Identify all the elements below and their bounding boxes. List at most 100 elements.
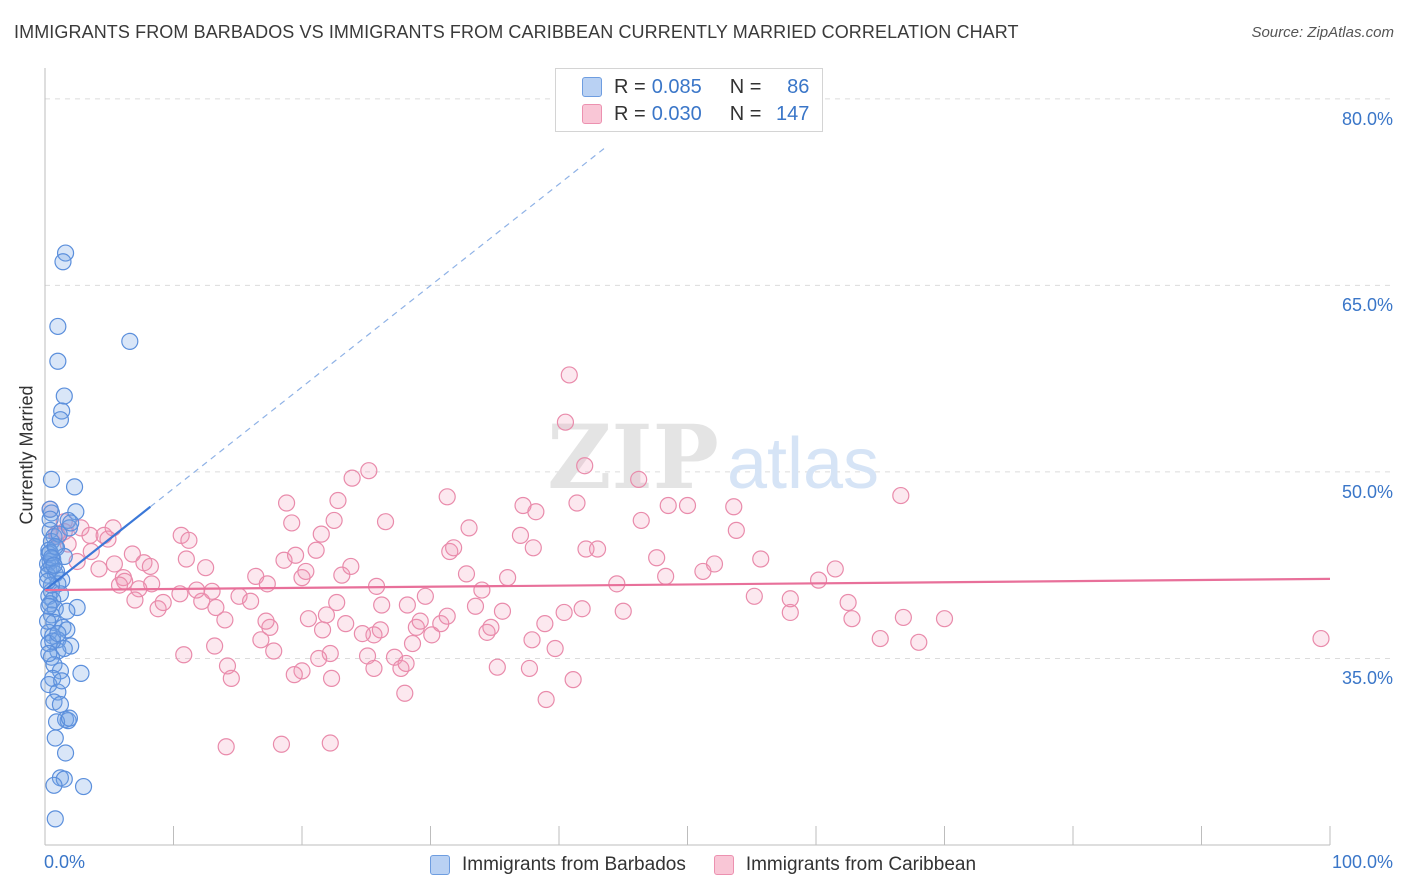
point-barbados <box>45 776 63 794</box>
legend-swatch-barbados <box>582 77 602 97</box>
legend-r-value-barbados: 0.085 <box>651 75 702 98</box>
point-barbados <box>74 777 93 796</box>
point-barbados <box>54 253 72 271</box>
point-barbados <box>45 556 63 574</box>
point-caribbean <box>752 550 770 568</box>
point-caribbean <box>556 413 575 431</box>
point-caribbean <box>705 555 724 573</box>
point-caribbean <box>781 590 799 608</box>
point-caribbean <box>892 486 910 505</box>
legend-item-caribbean[interactable]: Immigrants from Caribbean <box>713 854 976 876</box>
point-barbados <box>46 537 64 556</box>
point-barbados <box>60 709 79 727</box>
point-caribbean <box>272 735 291 753</box>
point-caribbean <box>110 576 129 594</box>
point-barbados <box>49 317 67 336</box>
point-caribbean <box>299 610 318 628</box>
point-caribbean <box>910 633 928 651</box>
point-barbados <box>51 695 70 714</box>
legend-n-value-caribbean: 147 <box>776 102 810 125</box>
point-caribbean <box>321 734 339 752</box>
point-caribbean <box>313 621 332 639</box>
grid-lines <box>45 98 1393 659</box>
point-caribbean <box>154 593 172 612</box>
point-caribbean <box>546 639 564 658</box>
point-caribbean <box>258 575 276 593</box>
point-barbados <box>46 810 64 828</box>
point-barbados <box>121 332 139 350</box>
point-caribbean <box>286 546 305 564</box>
legend-label-barbados: Immigrants from Barbados <box>461 854 686 875</box>
point-caribbean <box>809 571 828 589</box>
point-caribbean <box>175 646 193 664</box>
point-caribbean <box>297 562 315 581</box>
point-caribbean <box>376 513 395 531</box>
point-caribbean <box>317 606 336 624</box>
point-caribbean <box>568 494 586 512</box>
point-caribbean <box>90 560 108 578</box>
point-barbados <box>65 478 84 496</box>
point-caribbean <box>648 549 666 567</box>
point-barbados <box>41 510 59 528</box>
point-caribbean <box>265 642 283 660</box>
watermark-atlas: atlas <box>727 424 879 504</box>
y-axis-label: Currently Married <box>16 385 37 525</box>
point-caribbean <box>466 597 485 615</box>
point-barbados <box>45 613 63 632</box>
point-caribbean <box>252 631 270 649</box>
legend-n-label: N = <box>729 75 762 98</box>
point-caribbean <box>555 603 573 622</box>
point-caribbean <box>283 514 301 532</box>
point-caribbean <box>360 462 378 480</box>
trend-lines <box>44 148 1331 592</box>
point-caribbean <box>242 592 260 610</box>
point-caribbean <box>630 470 648 488</box>
point-caribbean <box>438 607 456 625</box>
point-caribbean <box>438 488 456 506</box>
point-barbados <box>62 514 80 532</box>
axes <box>44 68 1331 846</box>
point-caribbean <box>839 593 857 612</box>
point-caribbean <box>392 659 410 678</box>
point-caribbean <box>411 612 429 630</box>
point-caribbean <box>398 596 416 614</box>
stats-legend: R = 0.085 N = 86 R = 0.030 N = 147 <box>555 68 823 132</box>
point-caribbean <box>1312 629 1330 648</box>
legend-swatch-caribbean <box>713 855 734 875</box>
point-caribbean <box>328 593 346 612</box>
trend-line-caribbean <box>44 577 1331 592</box>
point-barbados <box>40 644 58 663</box>
point-caribbean <box>373 596 391 614</box>
point-barbados <box>53 672 71 690</box>
point-caribbean <box>537 690 555 709</box>
point-caribbean <box>337 615 355 633</box>
point-barbados <box>55 387 73 405</box>
x-tick-label: 0.0% <box>44 852 86 872</box>
point-caribbean <box>277 494 296 512</box>
legend-n-label: N = <box>729 102 762 125</box>
point-caribbean <box>180 531 198 549</box>
point-caribbean <box>614 602 632 620</box>
point-caribbean <box>423 626 441 644</box>
point-barbados <box>58 602 76 620</box>
legend-item-barbados[interactable]: Immigrants from Barbados <box>429 854 686 876</box>
point-barbados <box>38 612 57 630</box>
point-caribbean <box>365 659 383 678</box>
point-caribbean <box>343 469 361 487</box>
point-caribbean <box>325 511 343 530</box>
point-caribbean <box>207 598 225 617</box>
point-barbados <box>72 664 90 682</box>
point-caribbean <box>894 608 912 627</box>
series-legend: Immigrants from Barbados Immigrants from… <box>0 852 1406 878</box>
point-caribbean <box>725 498 743 516</box>
point-caribbean <box>560 366 578 384</box>
point-barbados <box>56 744 75 762</box>
point-caribbean <box>218 657 237 675</box>
point-barbados <box>40 597 58 615</box>
point-caribbean <box>632 511 650 530</box>
point-caribbean <box>217 738 235 756</box>
legend-swatch-barbados <box>429 855 450 875</box>
legend-r-label: R = <box>614 102 646 125</box>
point-barbados <box>42 470 61 488</box>
y-tick-label: 80.0% <box>1341 108 1393 129</box>
